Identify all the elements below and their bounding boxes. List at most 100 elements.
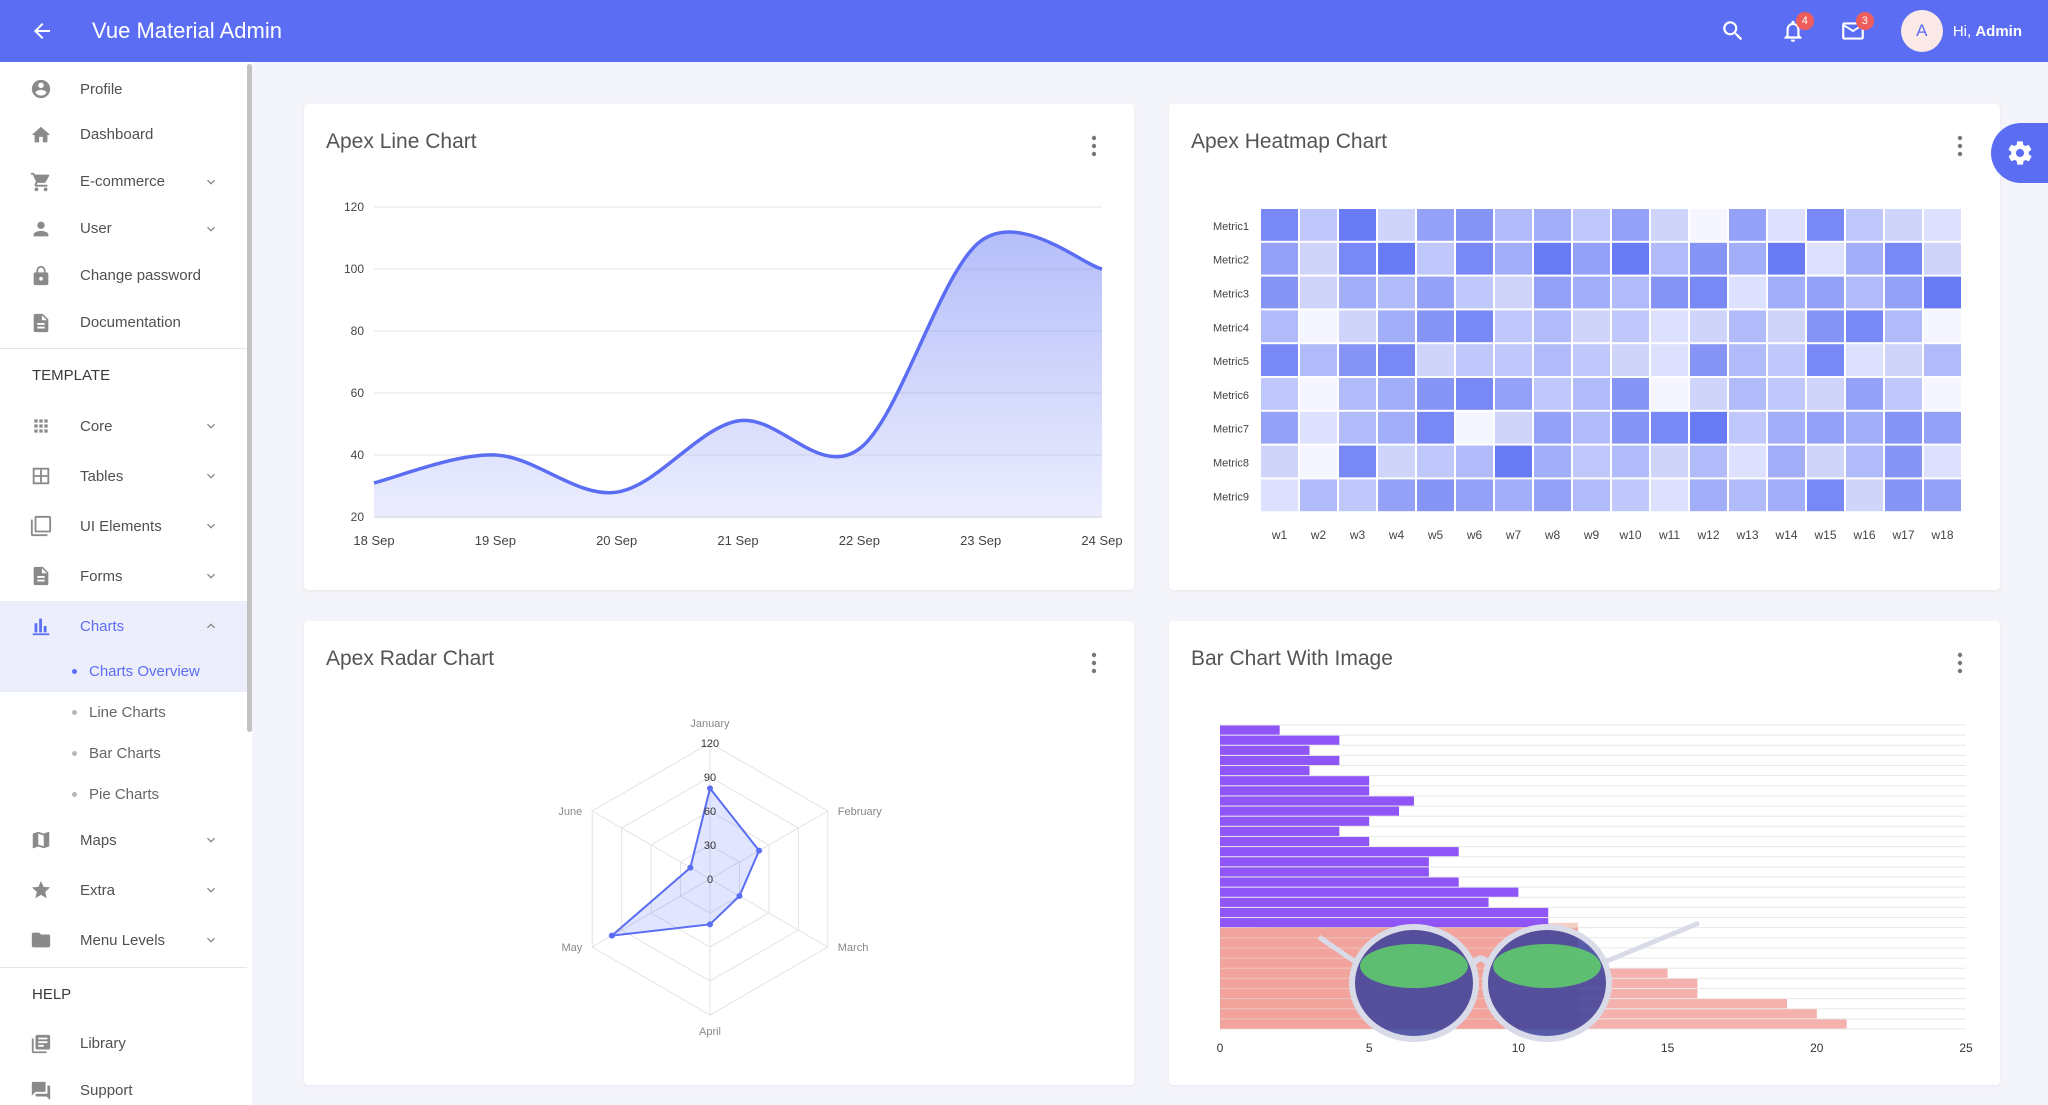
radar-category-label: January: [690, 718, 730, 730]
heatmap-cell: [1807, 344, 1844, 376]
heatmap-cell: [1378, 310, 1415, 343]
notifications-bell-icon[interactable]: 4: [1769, 7, 1817, 55]
heatmap-cell: [1924, 276, 1961, 309]
bullet-dot: [72, 710, 77, 715]
sidebar-item-profile[interactable]: Profile: [0, 67, 247, 111]
heatmap-cell: [1885, 411, 1922, 444]
heatmap-cell: [1378, 479, 1415, 512]
sidebar-item-menu-levels[interactable]: Menu Levels: [0, 915, 247, 965]
chevron-down-icon: [203, 832, 219, 848]
back-arrow-icon[interactable]: [22, 11, 62, 51]
x-tick-label: 20 Sep: [596, 533, 637, 548]
sidebar-item-library[interactable]: Library: [0, 1020, 247, 1067]
mail-icon[interactable]: 3: [1829, 7, 1877, 55]
sidebar-subitem-charts-overview[interactable]: Charts Overview: [0, 651, 247, 692]
form-icon: [30, 565, 52, 587]
heatmap-cell: [1495, 378, 1532, 410]
sidebar-item-maps[interactable]: Maps: [0, 815, 247, 865]
heatmap-col-label: w10: [1618, 528, 1641, 542]
heatmap-cell: [1846, 479, 1883, 512]
sidebar-section-template: TEMPLATE: [32, 367, 111, 384]
sidebar-item-extra[interactable]: Extra: [0, 865, 247, 915]
sidebar-divider: [0, 967, 247, 968]
star-icon: [30, 879, 52, 901]
heatmap-cell: [1573, 242, 1610, 275]
heatmap-cell: [1885, 344, 1922, 376]
heatmap-chart-card: Apex Heatmap Chart Metric1 Metric2 Metric3…: [1169, 104, 2000, 590]
sidebar-subitem-line-charts[interactable]: Line Charts: [0, 692, 247, 733]
x-tick-label: 24 Sep: [1081, 533, 1122, 548]
settings-gear-button[interactable]: [1991, 123, 2048, 183]
sidebar-item-label: UI Elements: [80, 517, 162, 535]
x-tick-label: 10: [1512, 1041, 1526, 1055]
heatmap-cell: [1300, 378, 1337, 410]
sidebar-item-change-password[interactable]: Change password: [0, 252, 247, 299]
avatar[interactable]: A: [1900, 10, 1943, 52]
more-vert-icon[interactable]: [1956, 651, 1964, 675]
heatmap-cell: [1339, 411, 1376, 444]
heatmap-chart: Metric1 Metric2 Metric3 Metric4 Metric5 Metri…: [1213, 209, 1961, 542]
chevron-down-icon: [203, 568, 219, 584]
user-greeting[interactable]: Hi, Admin: [1953, 23, 2022, 40]
sidebar-item-label: E-commerce: [80, 173, 166, 190]
heatmap-cell: [1300, 344, 1337, 376]
heatmap-cell: [1885, 209, 1922, 241]
more-vert-icon[interactable]: [1090, 134, 1098, 158]
heatmap-cell: [1339, 310, 1376, 343]
sidebar-item-forms[interactable]: Forms: [0, 551, 247, 601]
sidebar-item-ui-elements[interactable]: UI Elements: [0, 501, 247, 551]
heatmap-cell: [1339, 276, 1376, 309]
more-vert-icon[interactable]: [1956, 134, 1964, 158]
heatmap-cell: [1690, 209, 1727, 241]
heatmap-cell: [1378, 276, 1415, 309]
sidebar-item-documentation[interactable]: Documentation: [0, 299, 247, 346]
heatmap-col-label: w14: [1774, 528, 1797, 542]
heatmap-cell: [1729, 310, 1766, 343]
heatmap-cell: [1300, 445, 1337, 478]
sidebar-item-label: Menu Levels: [80, 931, 166, 949]
heatmap-cell: [1534, 209, 1571, 241]
sidebar-subitem-pie-charts[interactable]: Pie Charts: [0, 774, 247, 815]
x-tick-label: 21 Sep: [717, 533, 758, 548]
cart-icon: [30, 171, 52, 193]
heatmap-cell: [1729, 276, 1766, 309]
sidebar-scrollbar[interactable]: [247, 64, 252, 732]
sidebar-item-core[interactable]: Core: [0, 401, 247, 451]
sidebar-item-dashboard[interactable]: Dashboard: [0, 111, 247, 158]
search-icon[interactable]: [1709, 7, 1757, 55]
chevron-up-icon: [203, 618, 219, 634]
heatmap-cell: [1417, 344, 1454, 376]
heatmap-cell: [1495, 276, 1532, 309]
heatmap-cell: [1339, 378, 1376, 410]
heatmap-cell: [1924, 310, 1961, 343]
sidebar-item-user[interactable]: User: [0, 205, 247, 252]
heatmap-cell: [1495, 411, 1532, 444]
bar: [1220, 806, 1400, 816]
sunglasses-arm: [1317, 920, 1700, 964]
heatmap-cell: [1534, 378, 1571, 410]
heatmap-cell: [1378, 378, 1415, 410]
sidebar-item-tables[interactable]: Tables: [0, 451, 247, 501]
heatmap-cell: [1924, 344, 1961, 376]
home-icon: [30, 124, 52, 146]
x-tick-label: 15: [1661, 1041, 1675, 1055]
sidebar-subitem-bar-charts[interactable]: Bar Charts: [0, 733, 247, 774]
greeting-prefix: Hi,: [1952, 22, 1972, 40]
heatmap-cell: [1261, 479, 1298, 512]
more-vert-icon[interactable]: [1090, 651, 1098, 675]
heatmap-cell: [1456, 276, 1493, 309]
sidebar-item-label: Profile: [80, 80, 123, 98]
heatmap-cell: [1651, 479, 1688, 512]
support-chat-icon: [30, 1080, 52, 1102]
y-tick-label: 80: [351, 324, 365, 338]
heatmap-cell: [1651, 411, 1688, 444]
bullet-dot: [72, 792, 77, 797]
sidebar-item-charts[interactable]: Charts: [0, 601, 247, 651]
sidebar-item-ecommerce[interactable]: E-commerce: [0, 158, 247, 205]
heatmap-cell: [1729, 344, 1766, 376]
heatmap-cell: [1690, 242, 1727, 275]
radar-tick-label: 0: [707, 874, 713, 886]
heatmap-cell: [1846, 276, 1883, 309]
sidebar-item-support[interactable]: Support: [0, 1067, 247, 1105]
heatmap-cell: [1534, 344, 1571, 376]
